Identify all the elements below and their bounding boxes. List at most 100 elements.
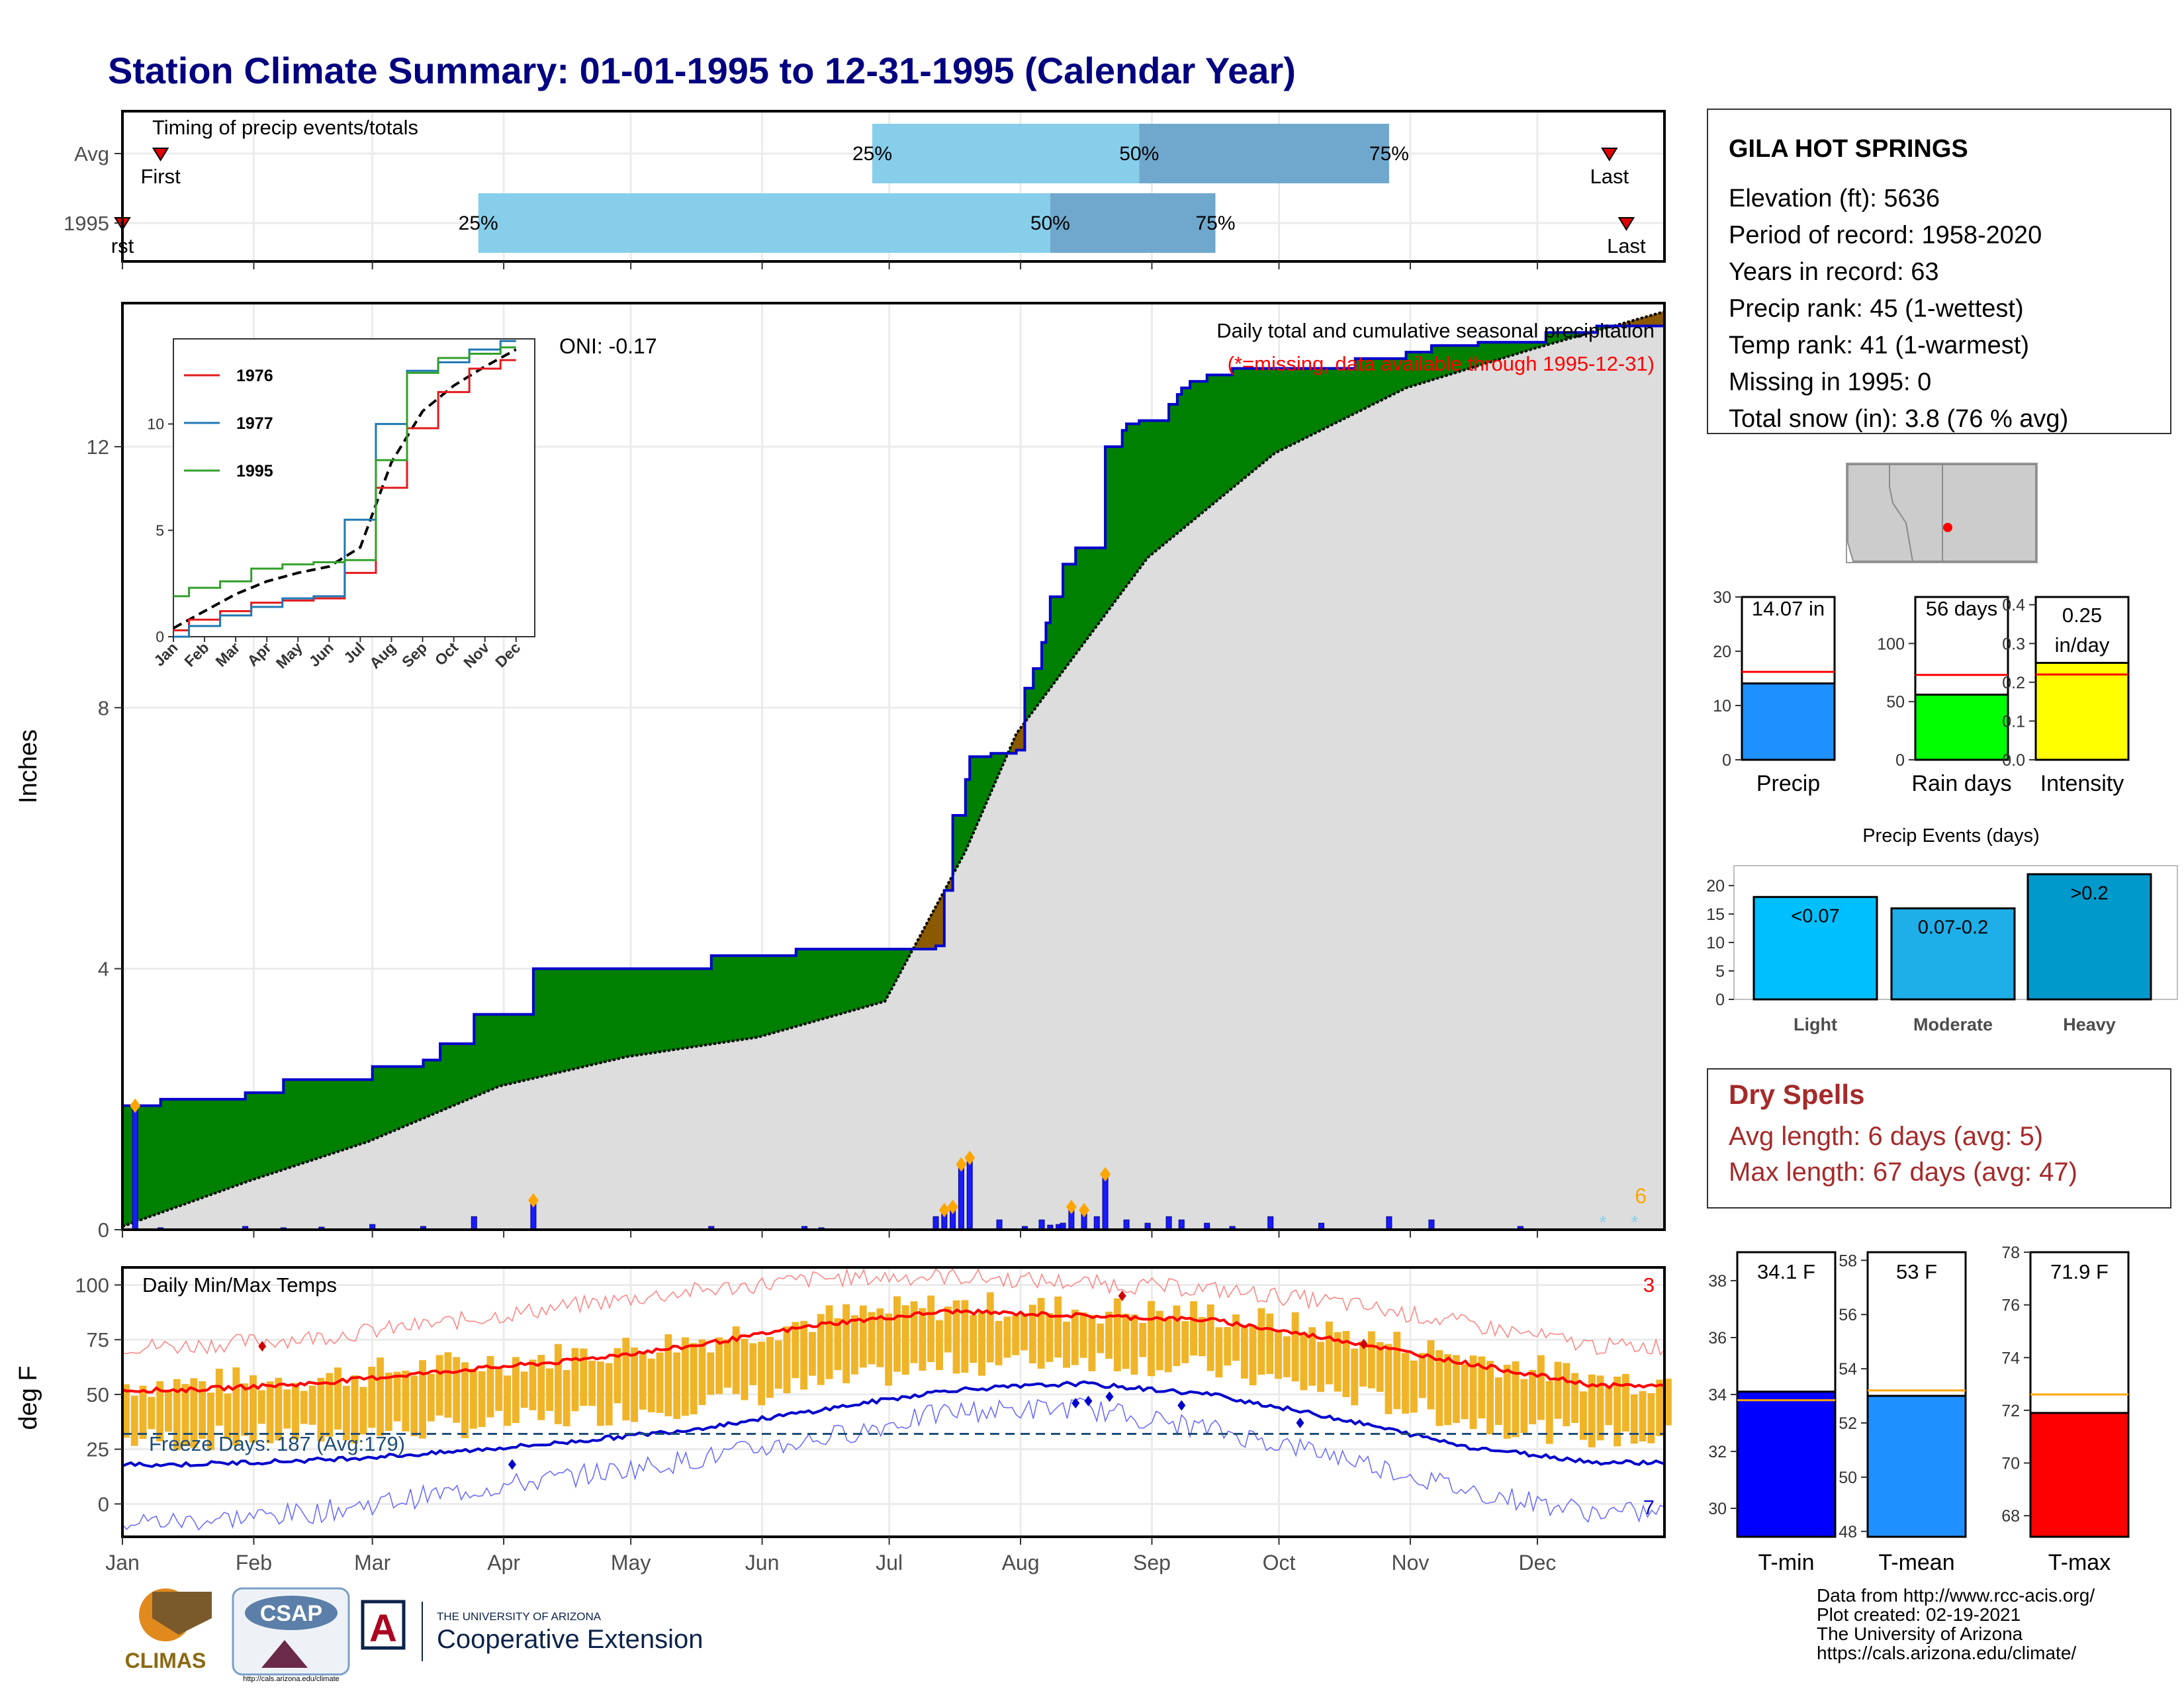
cumulative-anomaly-segment (198, 1099, 204, 1200)
daily-temp-range-bar (1164, 1316, 1172, 1373)
event-category-label: Moderate (1913, 1015, 1993, 1034)
precip-events-chart: Precip Events (days) 0 5 10 15 20 <0.07 Light 0.… (1706, 825, 2178, 1034)
cumulative-anomaly-segment (1261, 368, 1267, 465)
cumulative-anomaly-segment (224, 1099, 229, 1191)
cumulative-anomaly-segment (956, 815, 962, 868)
summary-bar-tick-label: 0.3 (2002, 635, 2025, 653)
temp-y-tick-label: 0 (98, 1492, 109, 1516)
cumulative-anomaly-segment (257, 1092, 263, 1179)
cumulative-anomaly-segment (410, 1066, 416, 1124)
temp-panel-label: Daily Min/Max Temps (142, 1273, 337, 1297)
daily-temp-range-bar (275, 1377, 283, 1441)
cumulative-anomaly-segment (1279, 368, 1284, 452)
events-title: Precip Events (days) (1862, 825, 2040, 846)
temp-bar-tick-label: 48 (1839, 1523, 1857, 1541)
cumulative-anomaly-segment (778, 955, 784, 1032)
station-info-line: Years in record: 63 (1729, 258, 1939, 286)
freeze-days-label: Freeze Days: 187 (Avg:179) (149, 1432, 405, 1455)
summary-bar-tick-label: 0.2 (2002, 674, 2025, 692)
temp-bar-tick-label: 56 (1839, 1306, 1857, 1324)
climas-logo-text: CLIMAS (125, 1649, 206, 1672)
inset-legend-label: 1977 (236, 414, 273, 433)
daily-temp-range-bar (1215, 1327, 1223, 1378)
daily-temp-range-bar (1325, 1321, 1333, 1385)
temp-bar-label: T-mean (1878, 1550, 1954, 1575)
temp-bar-label: T-min (1758, 1550, 1815, 1575)
cumulative-anomaly-segment (516, 1014, 522, 1083)
daily-temp-range-bar (1554, 1361, 1562, 1419)
cumulative-anomaly-segment (880, 948, 886, 1003)
cumulative-anomaly-segment (482, 1014, 487, 1094)
dry-spells-box: Dry Spells Avg length: 6 days (avg: 5) Max… (1707, 1068, 2171, 1209)
cumulative-anomaly-segment (817, 948, 822, 1021)
cumulative-anomaly-segment (1113, 446, 1118, 604)
summary-bar-tick-label: 0.1 (2002, 712, 2025, 731)
daily-temp-range-bar (927, 1295, 935, 1363)
cumulative-anomaly-segment (1160, 420, 1165, 548)
month-label: Apr (487, 1551, 520, 1575)
event-bar (2026, 873, 2152, 1001)
station-info-box: GILA HOT SPRINGS Elevation (ft): 5636 Peri… (1707, 109, 2171, 434)
daily-temp-range-bar (1630, 1394, 1638, 1444)
timing-iqr-upper-bar (1139, 124, 1389, 183)
station-info-line: Precip rank: 45 (1-wettest) (1729, 295, 2024, 323)
record-high-count: 3 (1643, 1273, 1655, 1297)
temp-bar-tick-label: 52 (1839, 1414, 1857, 1433)
daily-temp-range-bar (1028, 1304, 1036, 1363)
summary-bar (1914, 694, 2009, 761)
cumulative-anomaly-segment (401, 1066, 407, 1128)
daily-temp-range-bar (817, 1314, 825, 1385)
cumulative-anomaly-segment (1143, 420, 1148, 565)
cumulative-anomaly-segment (236, 1099, 242, 1186)
cumulative-anomaly-segment (1134, 423, 1140, 576)
daily-temp-range-bar (1308, 1327, 1316, 1386)
cumulative-anomaly-segment (825, 948, 831, 1019)
cumulative-anomaly-segment (189, 1099, 195, 1203)
extreme-precip-marker (527, 1193, 539, 1208)
cumulative-anomaly-segment (1265, 368, 1271, 461)
daily-temp-range-bar (1520, 1379, 1528, 1433)
logo-strip: CLIMAS CSAP http://cals.arizona.edu/climat… (125, 1587, 703, 1683)
station-name: GILA HOT SPRINGS (1729, 135, 1968, 163)
station-info-line: Period of record: 1958-2020 (1729, 222, 2042, 250)
summary-bar-value: 14.07 in (1752, 597, 1825, 620)
station-box-border (1707, 109, 2171, 434)
daily-temp-range-bar (377, 1357, 384, 1436)
dry-spells-max: Max length: 67 days (avg: 47) (1729, 1158, 2077, 1187)
daily-temp-range-bar (1418, 1353, 1426, 1398)
cumulative-anomaly-segment (1236, 368, 1242, 486)
cumulative-anomaly-segment (859, 948, 864, 1009)
temp-bar-tick-label: 72 (2001, 1402, 2020, 1420)
station-location-dot (1943, 523, 1952, 532)
cumulative-anomaly-segment (1334, 368, 1339, 425)
daily-temp-range-bar (232, 1367, 240, 1446)
events-y-tick-label: 5 (1715, 962, 1725, 981)
cumulative-anomaly-segment (1151, 420, 1157, 555)
cumulative-anomaly-segment (1092, 547, 1097, 633)
temp-bar-label: T-max (2048, 1550, 2111, 1575)
temp-bar-value: 34.1 F (1757, 1260, 1815, 1283)
summary-bar-label: Intensity (2040, 771, 2124, 796)
cumulative-anomaly-segment (1300, 368, 1305, 441)
daily-temp-range-bar (1494, 1377, 1502, 1426)
cumulative-anomaly-segment (609, 968, 615, 1062)
timing-first-marker (152, 148, 169, 161)
cumulative-anomaly-segment (660, 968, 665, 1052)
daily-temp-range-bar (783, 1326, 791, 1394)
record-low-count: 7 (1643, 1496, 1655, 1519)
daily-temp-range-bar (1351, 1348, 1359, 1406)
daily-temp-range-bar (732, 1326, 740, 1394)
daily-temp-range-bar (1393, 1332, 1401, 1410)
daily-temp-range-bar (427, 1373, 435, 1422)
cumulative-anomaly-segment (1295, 368, 1301, 443)
cumulative-anomaly-segment (588, 968, 594, 1066)
daily-temp-range-bar (504, 1375, 511, 1426)
summary-bars: 14.07 in 0 10 20 30 Precip 56 days 0 50 100 Rain d… (1713, 588, 2130, 796)
timing-first-label: First (140, 165, 181, 188)
daily-temp-range-bar (435, 1355, 443, 1416)
record-low-line (122, 1397, 1665, 1531)
daily-temp-range-bar (1537, 1355, 1545, 1420)
daily-temp-range-bar (1240, 1325, 1248, 1379)
credit-line: The University of Arizona (1817, 1623, 2023, 1644)
daily-temp-range-bar (486, 1356, 494, 1418)
